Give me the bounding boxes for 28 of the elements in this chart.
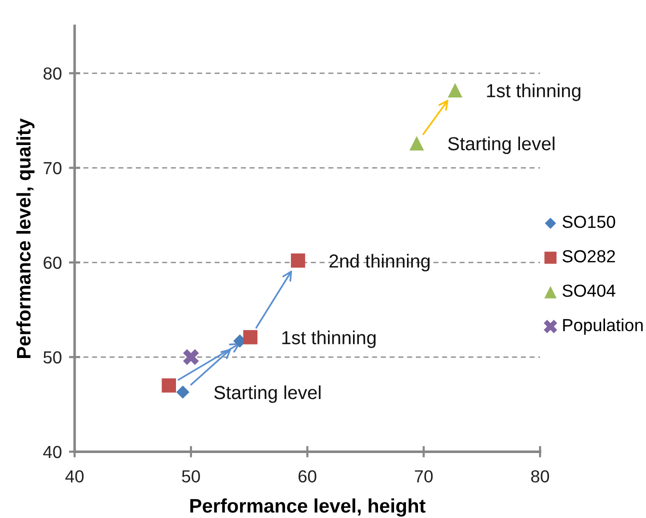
- x-tick-label: 70: [414, 470, 433, 483]
- legend-label: SO150: [562, 216, 616, 228]
- y-axis-title: Performance level, quality: [16, 118, 34, 358]
- x-tick-label: 60: [298, 470, 316, 483]
- point: [183, 349, 199, 365]
- y-tick-label: 50: [44, 351, 62, 364]
- y-tick-label: 70: [44, 162, 62, 174]
- y-tick-label: 60: [44, 256, 62, 269]
- x-tick-label: 50: [182, 470, 200, 483]
- point: [176, 385, 190, 399]
- point: [243, 330, 258, 344]
- point: [409, 136, 424, 151]
- annotation: 2nd thinning: [330, 254, 430, 272]
- point: [162, 378, 176, 393]
- x-tick-label: 40: [65, 470, 84, 483]
- x-axis-title: Performance level, height: [190, 498, 426, 517]
- annotation: Starting level: [448, 136, 554, 154]
- annotation: 1st thinning: [282, 330, 376, 348]
- annotation: Starting level: [214, 385, 321, 403]
- annotation: 1st thinning: [487, 84, 580, 102]
- y-tick-label: 80: [44, 67, 62, 80]
- legend-label: SO282: [562, 250, 615, 262]
- legend-label: Population: [563, 318, 643, 335]
- legend-label: SO404: [562, 284, 616, 297]
- x-tick-label: 80: [531, 470, 550, 483]
- point: [290, 253, 306, 268]
- y-tick-label: 40: [43, 446, 62, 458]
- point: [448, 82, 462, 98]
